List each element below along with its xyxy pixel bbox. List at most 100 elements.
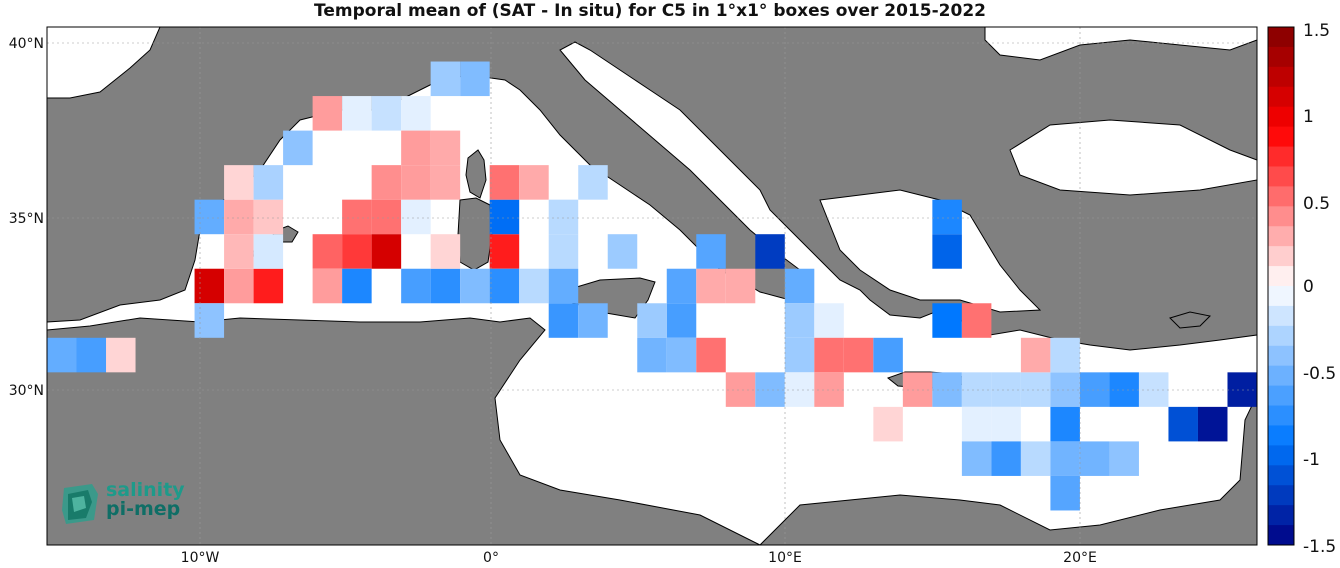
heatmap-cell: [784, 303, 815, 338]
heatmap-cell: [519, 165, 549, 200]
heatmap-cell: [312, 234, 343, 269]
colorbar-band: [1268, 246, 1294, 267]
heatmap-cell: [194, 268, 225, 304]
heatmap-cell: [401, 130, 431, 166]
heatmap-cell: [1109, 441, 1139, 476]
heatmap-cell: [696, 234, 726, 269]
heatmap-cell: [1020, 441, 1051, 476]
heatmap-cell: [430, 165, 461, 200]
heatmap-cell: [932, 234, 962, 269]
heatmap-cell: [548, 268, 579, 304]
heatmap-cell: [401, 96, 431, 131]
heatmap-cell: [312, 268, 343, 304]
heatmap-cell: [755, 372, 785, 407]
heatmap-cell: [253, 268, 284, 304]
island-cyprus: [1169, 311, 1212, 329]
heatmap-cell: [489, 165, 520, 200]
colorbar-band: [1268, 425, 1294, 446]
heatmap-cell: [784, 268, 815, 304]
lon-tick-10w: 10°W: [181, 550, 220, 566]
heatmap-cell: [1079, 372, 1110, 407]
heatmap-cell: [76, 337, 107, 373]
heatmap-cell: [1138, 372, 1169, 407]
heatmap-cell: [224, 234, 254, 269]
colorbar-tick-0: 0: [1303, 277, 1314, 297]
colorbar-band: [1268, 465, 1294, 486]
colorbar-band: [1268, 27, 1294, 48]
heatmap-cell: [637, 337, 667, 373]
colorbar-tick-minus-1: -1: [1303, 450, 1320, 470]
colorbar-band: [1268, 66, 1294, 88]
heatmap-cell: [1020, 337, 1051, 373]
heatmap-cell: [47, 337, 77, 373]
heatmap-cell: [401, 268, 431, 304]
heatmap-cell: [253, 234, 284, 269]
heatmap-cell: [755, 234, 785, 269]
colorbar-band: [1268, 525, 1294, 546]
heatmap-cell: [1050, 337, 1080, 373]
lon-tick-10e: 10°E: [768, 550, 802, 566]
heatmap-cell: [814, 337, 844, 373]
heatmap-cell: [1050, 406, 1080, 442]
colorbar-band: [1268, 305, 1294, 327]
heatmap-cell: [666, 303, 697, 338]
heatmap-cell: [430, 234, 461, 269]
heatmap-cell: [342, 199, 372, 235]
colorbar-band: [1268, 485, 1294, 506]
heatmap-cell: [1050, 441, 1080, 476]
heatmap-cell: [1079, 441, 1110, 476]
heatmap-cell: [725, 268, 756, 304]
heatmap-cell: [637, 303, 667, 338]
lat-tick-35n: 35°N: [9, 211, 44, 227]
colorbar-tick-minus-0.5: -0.5: [1303, 364, 1336, 384]
colorbar-band: [1268, 286, 1294, 307]
colorbar-tick-0.5: 0.5: [1303, 194, 1330, 214]
heatmap-cell: [371, 96, 402, 131]
heatmap-cell: [548, 234, 579, 269]
colorbar-band: [1268, 106, 1294, 128]
heatmap-cell: [460, 268, 490, 304]
heatmap-cell: [548, 303, 579, 338]
logo-text-pi-mep: pi-mep: [106, 498, 181, 520]
heatmap-cell: [489, 268, 520, 304]
colorbar-band: [1268, 166, 1294, 187]
heatmap-cell: [371, 165, 402, 200]
chart-title: Temporal mean of (SAT - In situ) for C5 …: [314, 1, 986, 21]
heatmap-cell: [194, 199, 225, 235]
heatmap-cell: [696, 337, 726, 373]
colorbar-band: [1268, 46, 1294, 68]
heatmap-cell: [1020, 372, 1051, 407]
colorbar-band: [1268, 146, 1294, 167]
heatmap-cell: [961, 372, 992, 407]
heatmap-cell: [283, 130, 313, 166]
colorbar-band: [1268, 345, 1294, 367]
heatmap-cell: [843, 337, 874, 373]
colorbar-band: [1268, 186, 1294, 207]
colorbar-band: [1268, 206, 1294, 227]
heatmap-cell: [342, 96, 372, 131]
colorbar-band: [1268, 505, 1294, 526]
heatmap-cell: [401, 199, 431, 235]
heatmap-cell: [607, 234, 638, 269]
lat-tick-30n: 30°N: [9, 383, 44, 399]
colorbar-frame: [1267, 26, 1295, 546]
heatmap-cell: [312, 96, 343, 131]
heatmap-cell: [224, 268, 254, 304]
colorbar: [1268, 27, 1294, 546]
heatmap-cell: [991, 441, 1021, 476]
colorbar-tick-1: 1: [1303, 107, 1314, 127]
heatmap-cell: [666, 337, 697, 373]
heatmap-cell: [578, 165, 608, 200]
heatmap-cell: [932, 199, 962, 235]
heatmap-cell: [902, 372, 933, 407]
heatmap-cell: [666, 268, 697, 304]
colorbar-band: [1268, 445, 1294, 466]
heatmap-cell: [460, 61, 490, 97]
heatmap-cell: [194, 303, 225, 338]
heatmap-cell: [961, 406, 992, 442]
heatmap-cell: [224, 199, 254, 235]
island-corsica: [465, 149, 487, 199]
heatmap-cell: [784, 337, 815, 373]
colorbar-band: [1268, 226, 1294, 247]
